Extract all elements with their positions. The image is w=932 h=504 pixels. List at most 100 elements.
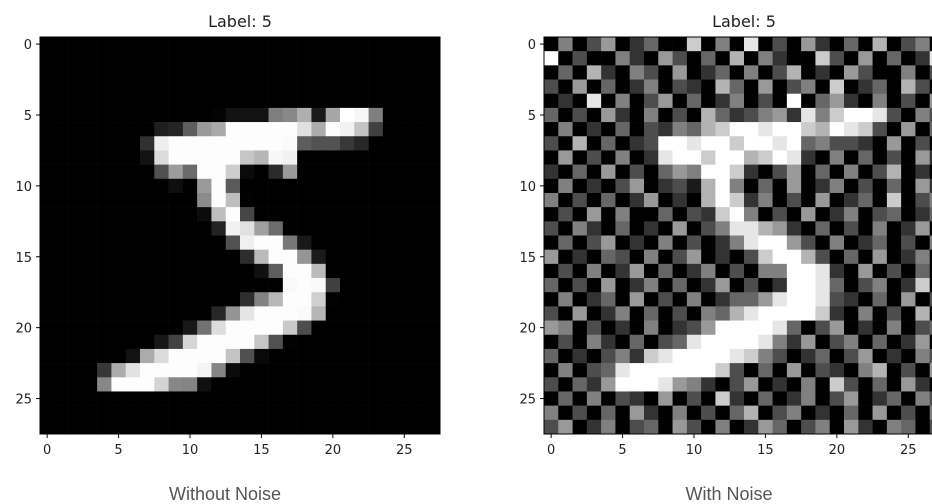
pixel — [730, 150, 745, 164]
pixel — [126, 363, 141, 377]
pixel — [887, 122, 902, 136]
pixel — [426, 292, 441, 306]
pixel — [383, 236, 398, 250]
pixel — [411, 136, 426, 150]
pixel — [326, 391, 341, 405]
pixel — [383, 292, 398, 306]
pixel — [544, 51, 559, 65]
pixel — [226, 250, 241, 264]
pixel — [658, 94, 673, 108]
pixel — [83, 420, 98, 434]
pixel — [140, 150, 155, 164]
pixel — [369, 108, 384, 122]
pixel — [558, 37, 573, 51]
pixel — [758, 150, 773, 164]
pixel — [354, 108, 369, 122]
pixel — [397, 278, 412, 292]
pixel — [801, 349, 816, 363]
pixel — [111, 136, 126, 150]
pixel — [773, 150, 788, 164]
pixel — [226, 264, 241, 278]
pixel — [558, 363, 573, 377]
page: 05101520250510152025Label: 5Without Nois… — [0, 0, 932, 504]
pixel — [830, 236, 845, 250]
pixel — [887, 80, 902, 94]
pixel — [830, 94, 845, 108]
pixel — [744, 391, 759, 405]
y-tick-label: 20 — [519, 322, 536, 337]
pixel — [615, 51, 630, 65]
pixel — [544, 193, 559, 207]
pixel — [383, 306, 398, 320]
pixel — [383, 321, 398, 335]
pixel — [211, 278, 226, 292]
pixel — [887, 363, 902, 377]
pixel — [283, 165, 298, 179]
pixel — [644, 221, 659, 235]
pixel — [397, 51, 412, 65]
pixel — [369, 406, 384, 420]
pixel — [340, 250, 355, 264]
pixel — [758, 65, 773, 79]
pixel — [573, 37, 588, 51]
pixel — [544, 335, 559, 349]
pixel — [687, 122, 702, 136]
pixel — [615, 236, 630, 250]
pixel — [326, 306, 341, 320]
pixel — [83, 51, 98, 65]
pixel — [673, 80, 688, 94]
pixel — [269, 321, 284, 335]
pixel — [787, 391, 802, 405]
pixel — [311, 278, 326, 292]
pixel — [211, 420, 226, 434]
pixel — [544, 420, 559, 434]
pixel — [658, 321, 673, 335]
pixel — [544, 250, 559, 264]
pixel — [773, 420, 788, 434]
pixel — [69, 150, 84, 164]
pixel — [426, 207, 441, 221]
pixel — [687, 321, 702, 335]
pixel — [887, 51, 902, 65]
pixel — [615, 406, 630, 420]
pixel — [673, 51, 688, 65]
pixel — [644, 179, 659, 193]
pixel — [311, 321, 326, 335]
pixel — [544, 236, 559, 250]
pixel — [354, 150, 369, 164]
pixel — [126, 136, 141, 150]
pixel — [97, 136, 112, 150]
pixel — [297, 150, 312, 164]
pixel — [915, 278, 930, 292]
pixel — [773, 108, 788, 122]
pixel — [211, 250, 226, 264]
pixel — [140, 306, 155, 320]
pixel — [69, 406, 84, 420]
pixel — [658, 236, 673, 250]
pixel — [858, 292, 873, 306]
pixel — [183, 292, 198, 306]
pixel — [830, 122, 845, 136]
pixel — [69, 420, 84, 434]
pixel — [97, 122, 112, 136]
axes: 05101520250510152025Label: 5With Noise — [519, 12, 932, 504]
pixel — [169, 321, 184, 335]
pixel — [111, 278, 126, 292]
pixel — [297, 193, 312, 207]
pixel — [283, 420, 298, 434]
pixel — [169, 420, 184, 434]
pixel — [154, 391, 169, 405]
pixel — [83, 94, 98, 108]
pixel — [687, 236, 702, 250]
pixel — [254, 264, 269, 278]
pixel — [630, 250, 645, 264]
pixel — [815, 108, 830, 122]
pixel — [269, 250, 284, 264]
pixel — [744, 165, 759, 179]
pixel — [426, 65, 441, 79]
pixel — [40, 193, 55, 207]
pixel — [887, 278, 902, 292]
pixel — [297, 136, 312, 150]
pixel — [411, 94, 426, 108]
pixel — [383, 150, 398, 164]
